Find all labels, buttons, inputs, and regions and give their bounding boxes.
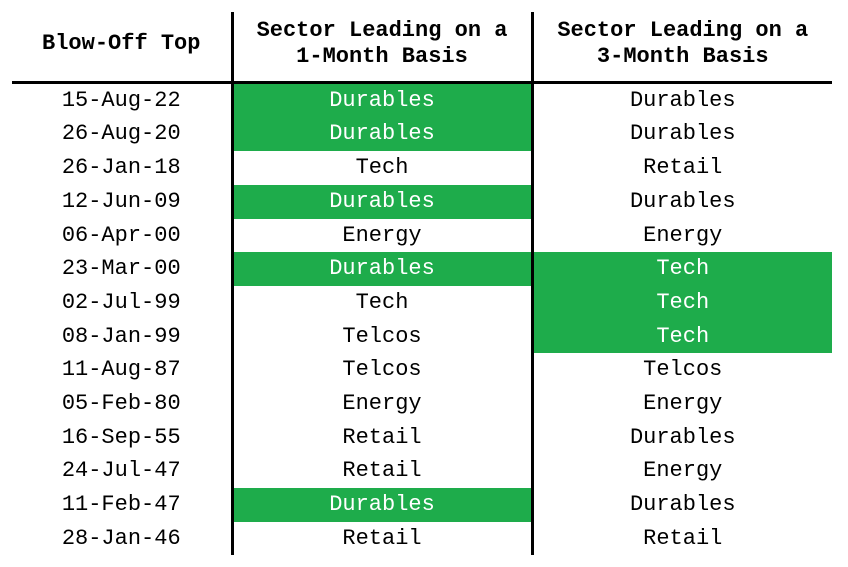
cell-1m-sector: Tech [232, 151, 532, 185]
cell-3m-sector: Energy [532, 387, 832, 421]
cell-3m-sector: Durables [532, 488, 832, 522]
cell-1m-sector: Telcos [232, 353, 532, 387]
cell-3m-sector: Durables [532, 82, 832, 117]
cell-date: 11-Feb-47 [12, 488, 232, 522]
cell-3m-sector: Energy [532, 454, 832, 488]
cell-1m-sector: Durables [232, 252, 532, 286]
col-header-3m-l1: Sector Leading on a [552, 18, 815, 44]
cell-date: 11-Aug-87 [12, 353, 232, 387]
cell-3m-sector: Durables [532, 117, 832, 151]
col-header-1m-l2: 1-Month Basis [252, 44, 513, 70]
cell-1m-sector: Durables [232, 117, 532, 151]
table-row: 26-Jan-18TechRetail [12, 151, 832, 185]
cell-3m-sector: Tech [532, 252, 832, 286]
col-header-3m-l2: 3-Month Basis [552, 44, 815, 70]
table-row: 15-Aug-22DurablesDurables [12, 82, 832, 117]
cell-1m-sector: Tech [232, 286, 532, 320]
cell-date: 26-Aug-20 [12, 117, 232, 151]
table-body: 15-Aug-22DurablesDurables26-Aug-20Durabl… [12, 82, 832, 555]
table-row: 23-Mar-00DurablesTech [12, 252, 832, 286]
cell-1m-sector: Telcos [232, 320, 532, 354]
table-row: 28-Jan-46RetailRetail [12, 522, 832, 556]
cell-1m-sector: Durables [232, 82, 532, 117]
table-row: 06-Apr-00EnergyEnergy [12, 219, 832, 253]
cell-date: 26-Jan-18 [12, 151, 232, 185]
table-row: 08-Jan-99TelcosTech [12, 320, 832, 354]
cell-date: 02-Jul-99 [12, 286, 232, 320]
cell-3m-sector: Durables [532, 421, 832, 455]
table-row: 24-Jul-47RetailEnergy [12, 454, 832, 488]
table-row: 05-Feb-80EnergyEnergy [12, 387, 832, 421]
col-header-1m-l1: Sector Leading on a [252, 18, 513, 44]
cell-1m-sector: Energy [232, 219, 532, 253]
cell-date: 12-Jun-09 [12, 185, 232, 219]
cell-date: 23-Mar-00 [12, 252, 232, 286]
cell-date: 24-Jul-47 [12, 454, 232, 488]
table-row: 11-Feb-47DurablesDurables [12, 488, 832, 522]
cell-1m-sector: Energy [232, 387, 532, 421]
cell-1m-sector: Durables [232, 488, 532, 522]
cell-3m-sector: Retail [532, 522, 832, 556]
table-row: 12-Jun-09DurablesDurables [12, 185, 832, 219]
cell-3m-sector: Durables [532, 185, 832, 219]
col-header-3m: Sector Leading on a 3-Month Basis [532, 12, 832, 82]
cell-date: 16-Sep-55 [12, 421, 232, 455]
sector-leading-table: Blow-Off Top Sector Leading on a 1-Month… [12, 12, 832, 555]
cell-1m-sector: Durables [232, 185, 532, 219]
cell-date: 06-Apr-00 [12, 219, 232, 253]
cell-date: 08-Jan-99 [12, 320, 232, 354]
cell-3m-sector: Tech [532, 286, 832, 320]
col-header-date-l1: Blow-Off Top [30, 31, 213, 57]
table-row: 02-Jul-99TechTech [12, 286, 832, 320]
table-header-row: Blow-Off Top Sector Leading on a 1-Month… [12, 12, 832, 82]
cell-date: 28-Jan-46 [12, 522, 232, 556]
cell-3m-sector: Telcos [532, 353, 832, 387]
cell-1m-sector: Retail [232, 454, 532, 488]
cell-date: 05-Feb-80 [12, 387, 232, 421]
cell-1m-sector: Retail [232, 522, 532, 556]
table-row: 16-Sep-55RetailDurables [12, 421, 832, 455]
cell-3m-sector: Retail [532, 151, 832, 185]
cell-3m-sector: Tech [532, 320, 832, 354]
cell-date: 15-Aug-22 [12, 82, 232, 117]
table-row: 11-Aug-87TelcosTelcos [12, 353, 832, 387]
cell-1m-sector: Retail [232, 421, 532, 455]
col-header-date: Blow-Off Top [12, 12, 232, 82]
cell-3m-sector: Energy [532, 219, 832, 253]
col-header-1m: Sector Leading on a 1-Month Basis [232, 12, 532, 82]
table-row: 26-Aug-20DurablesDurables [12, 117, 832, 151]
